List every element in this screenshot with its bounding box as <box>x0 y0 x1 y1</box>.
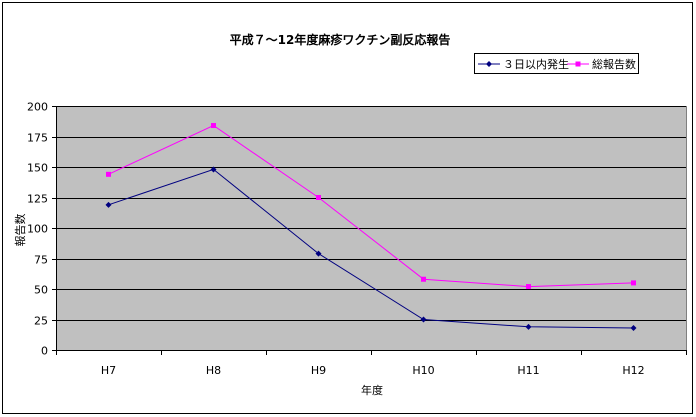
x-tick-label-H11: H11 <box>517 364 539 377</box>
data-point <box>105 201 112 208</box>
axes <box>52 106 687 355</box>
series-3day <box>105 166 637 332</box>
x-tick-label-H7: H7 <box>101 364 116 377</box>
y-tick-label: 175 <box>27 132 48 145</box>
data-point <box>315 250 322 257</box>
data-point <box>106 171 111 177</box>
chart-title: 平成７～12年度麻疹ワクチン副反応報告 <box>230 32 451 47</box>
legend-marker-total <box>575 61 581 67</box>
y-tick-label: 25 <box>34 315 48 328</box>
data-point <box>210 166 217 173</box>
data-point <box>211 123 216 129</box>
x-tick-label-H12: H12 <box>622 364 644 377</box>
data-point <box>316 195 321 200</box>
data-point <box>630 325 637 332</box>
y-tick-label: 50 <box>34 284 48 297</box>
data-point <box>525 323 532 330</box>
y-tick-label: 75 <box>34 254 48 267</box>
y-tick-labels: 0 25 50 75 100 125 150 175 200 <box>27 101 48 358</box>
y-tick-label: 200 <box>27 101 48 114</box>
data-point <box>420 316 427 323</box>
data-point <box>421 276 426 282</box>
legend-label-3day: ３日以内発生 <box>503 57 569 71</box>
series-line <box>108 168 634 329</box>
series-lines <box>105 123 637 332</box>
y-axis-title: 報告数 <box>14 214 27 247</box>
x-tick-label-H8: H8 <box>206 364 221 377</box>
x-tick-label-H10: H10 <box>412 364 434 377</box>
series-line <box>108 124 634 288</box>
x-tick-labels: H7 H8 H9 H10 H11 H12 <box>101 364 645 377</box>
y-tick-label: 100 <box>27 223 48 236</box>
x-axis-title: 年度 <box>361 383 383 397</box>
y-tick-label: 125 <box>27 193 48 206</box>
gridlines <box>56 106 686 321</box>
legend: ３日以内発生 総報告数 <box>474 53 639 74</box>
y-tick-label: 0 <box>41 345 48 358</box>
series-total <box>106 123 636 290</box>
data-point <box>526 284 531 290</box>
data-point <box>631 280 636 286</box>
legend-label-total: 総報告数 <box>592 57 636 71</box>
legend-box <box>474 53 639 74</box>
x-tick-label-H9: H9 <box>311 364 326 377</box>
legend-marker-3day <box>486 61 492 67</box>
y-tick-label: 150 <box>27 162 48 175</box>
